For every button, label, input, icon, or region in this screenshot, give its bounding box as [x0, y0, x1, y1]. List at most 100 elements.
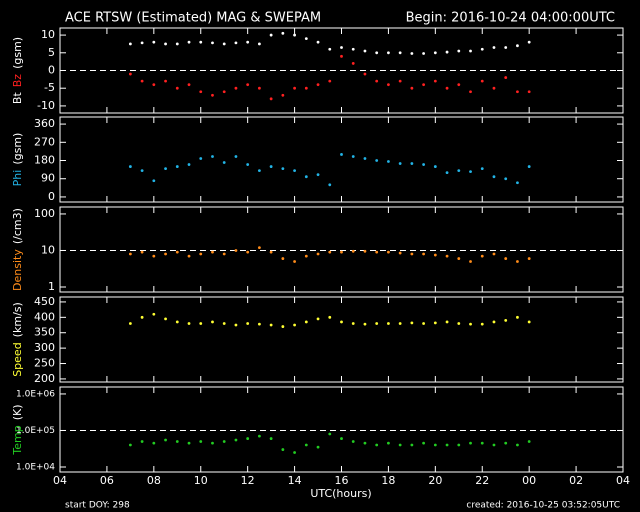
- data-point: [422, 52, 426, 55]
- data-point: [293, 169, 296, 173]
- data-point: [293, 33, 296, 37]
- data-point: [480, 322, 484, 326]
- data-point: [140, 169, 144, 173]
- data-point: [422, 252, 426, 256]
- data-point: [199, 40, 203, 44]
- data-point: [422, 322, 426, 325]
- data-point: [222, 252, 226, 256]
- y-tick-label: 5: [48, 46, 55, 59]
- data-point: [480, 441, 484, 445]
- y-axis-label-part: (gsm): [11, 37, 24, 69]
- data-point: [246, 437, 250, 440]
- x-tick-label: 22: [475, 474, 489, 487]
- data-point: [328, 47, 332, 51]
- data-point: [269, 165, 273, 168]
- data-point: [504, 177, 508, 181]
- data-point: [340, 320, 343, 324]
- data-point: [152, 179, 156, 183]
- data-point: [527, 165, 531, 168]
- data-point: [293, 86, 296, 90]
- data-point: [527, 90, 531, 94]
- data-point: [211, 441, 214, 445]
- y-axis-label: Bt Bz (gsm): [11, 37, 24, 104]
- data-point: [211, 155, 214, 158]
- x-tick-label: 10: [194, 474, 208, 487]
- data-point: [199, 90, 203, 94]
- data-point: [164, 317, 167, 321]
- data-point: [433, 321, 437, 325]
- data-point: [410, 252, 414, 256]
- data-point: [375, 159, 379, 162]
- y-tick-label: 1.0E+06: [16, 389, 55, 399]
- data-point: [164, 42, 167, 46]
- data-point: [316, 445, 320, 449]
- data-point: [199, 322, 203, 325]
- y-tick-label: 450: [34, 295, 55, 308]
- data-point: [199, 157, 203, 160]
- y-tick-label: 360: [34, 117, 55, 130]
- data-point: [445, 86, 449, 90]
- data-point: [410, 443, 414, 447]
- data-point: [410, 162, 414, 165]
- data-point: [246, 163, 250, 166]
- y-axis-label: Density (/cm3): [11, 208, 24, 291]
- data-point: [516, 181, 519, 185]
- data-point: [316, 40, 320, 44]
- data-point: [199, 252, 203, 256]
- data-point: [480, 167, 484, 171]
- data-point: [504, 257, 508, 260]
- data-point: [398, 251, 402, 255]
- data-point: [363, 249, 367, 253]
- data-point: [187, 441, 191, 445]
- data-point: [422, 83, 426, 87]
- data-point: [445, 443, 449, 447]
- data-point: [340, 153, 343, 156]
- x-tick-label: 12: [241, 474, 255, 487]
- data-point: [140, 440, 144, 443]
- data-point: [246, 40, 250, 44]
- data-point: [504, 46, 508, 49]
- data-point: [152, 312, 156, 316]
- data-point: [234, 155, 238, 158]
- data-point: [269, 323, 273, 327]
- data-point: [504, 76, 508, 79]
- data-point: [304, 443, 308, 447]
- data-point: [164, 79, 167, 83]
- data-point: [304, 320, 308, 324]
- data-point: [457, 49, 461, 53]
- data-point: [304, 86, 308, 90]
- chart-title: ACE RTSW (Estimated) MAG & SWEPAM: [65, 11, 321, 26]
- data-point: [187, 163, 191, 166]
- data-point: [457, 443, 461, 447]
- data-point: [269, 33, 273, 37]
- data-point: [410, 321, 414, 325]
- data-point: [398, 51, 402, 55]
- data-point: [469, 322, 472, 326]
- data-point: [445, 320, 449, 324]
- data-point: [316, 83, 320, 87]
- data-point: [527, 257, 531, 260]
- data-point: [480, 47, 484, 51]
- data-point: [234, 41, 238, 45]
- data-point: [375, 443, 379, 447]
- data-point: [363, 322, 367, 326]
- data-point: [375, 322, 379, 325]
- y-tick-label: 350: [34, 326, 55, 339]
- y-tick-label: 100: [34, 207, 55, 220]
- data-point: [480, 254, 484, 258]
- y-axis-label-part: Density: [11, 249, 24, 291]
- data-point: [257, 169, 261, 173]
- data-point: [457, 257, 461, 260]
- data-point: [445, 50, 449, 54]
- data-point: [164, 438, 167, 442]
- data-point: [257, 42, 261, 46]
- data-point: [433, 79, 437, 83]
- data-point: [469, 260, 472, 263]
- y-tick-label: -5: [44, 81, 55, 94]
- data-point: [281, 325, 285, 328]
- data-point: [281, 448, 285, 451]
- data-point: [281, 31, 285, 35]
- data-point: [363, 49, 367, 53]
- x-tick-label: 16: [335, 474, 349, 487]
